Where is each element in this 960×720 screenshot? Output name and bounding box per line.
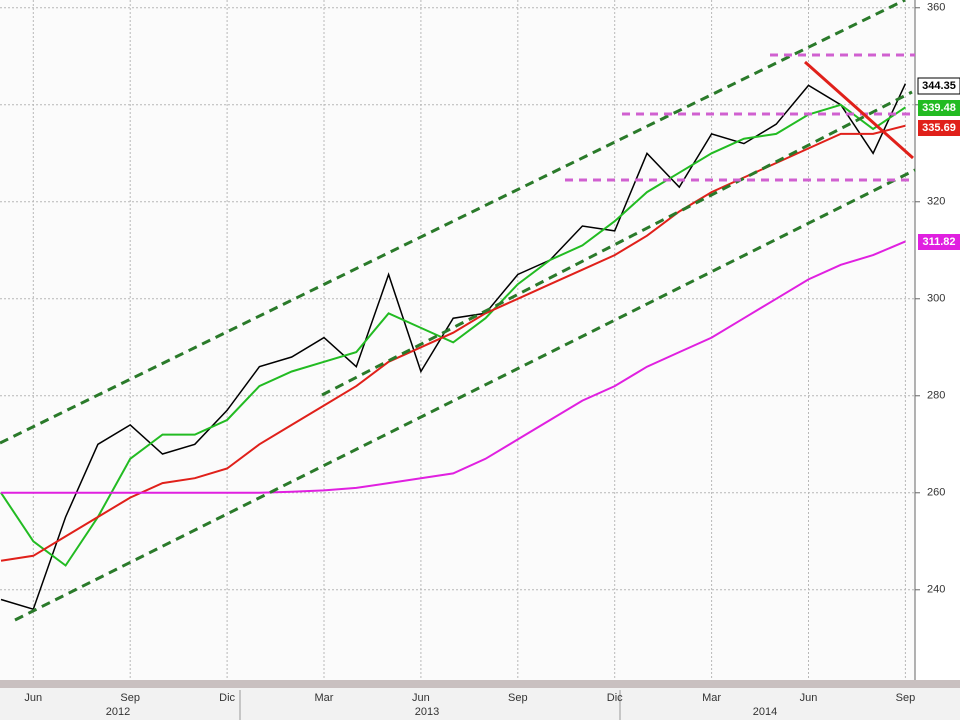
- x-tick-label: Dic: [219, 692, 235, 704]
- channel-top: [0, 0, 906, 445]
- last-value-box: [917, 77, 960, 95]
- x-tick-label: Sep: [896, 692, 916, 704]
- trendlines: [0, 0, 916, 622]
- y-tick-label: 320: [927, 196, 945, 208]
- y-tick-label: 260: [927, 487, 945, 499]
- x-tick-label: Mar: [315, 692, 334, 704]
- last-value-label: 335.69: [922, 122, 956, 134]
- x-tick-label: Jun: [800, 692, 818, 704]
- last-value-box: [918, 234, 960, 250]
- x-tick-label: Mar: [702, 692, 721, 704]
- x-tick-label: Sep: [120, 692, 140, 704]
- last-value-box: [918, 120, 960, 136]
- x-tick-label: Dic: [607, 692, 623, 704]
- last-value-label: 344.35: [922, 80, 956, 92]
- last-value-label: 339.48: [922, 102, 956, 114]
- year-label: 2012: [106, 706, 130, 718]
- y-tick-label: 300: [927, 293, 945, 305]
- last-value-label: 311.82: [922, 236, 955, 248]
- year-label: 2013: [415, 706, 439, 718]
- y-tick-label: 280: [927, 390, 945, 402]
- last-value-box: [918, 100, 960, 116]
- axis-band: [0, 680, 960, 688]
- channel-mid: [321, 90, 913, 397]
- channel-bottom: [14, 168, 916, 622]
- x-tick-label: Sep: [508, 692, 528, 704]
- series-line: [1, 240, 906, 494]
- downtrend: [804, 60, 914, 160]
- y-tick-label: 240: [927, 584, 945, 596]
- y-tick-label: 360: [927, 2, 945, 14]
- x-tick-label: Jun: [24, 692, 42, 704]
- year-label: 2014: [753, 706, 777, 718]
- series-line: [0, 103, 906, 567]
- x-tick-label: Jun: [412, 692, 430, 704]
